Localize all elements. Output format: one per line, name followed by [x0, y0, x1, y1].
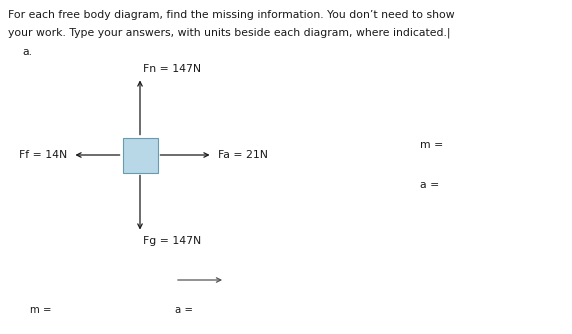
Text: a.: a. — [22, 47, 32, 57]
Text: Fn = 147N: Fn = 147N — [143, 63, 201, 73]
Text: a =: a = — [420, 180, 439, 190]
Text: For each free body diagram, find the missing information. You don’t need to show: For each free body diagram, find the mis… — [8, 10, 455, 20]
Text: Fg = 147N: Fg = 147N — [143, 235, 201, 245]
Text: your work. Type your answers, with units beside each diagram, where indicated.|: your work. Type your answers, with units… — [8, 27, 451, 37]
Text: m =: m = — [30, 305, 51, 315]
Text: a =: a = — [175, 305, 193, 315]
Bar — [122, 138, 157, 172]
Text: Ff = 14N: Ff = 14N — [19, 150, 67, 160]
Text: m =: m = — [420, 140, 443, 150]
Text: Fa = 21N: Fa = 21N — [217, 150, 268, 160]
